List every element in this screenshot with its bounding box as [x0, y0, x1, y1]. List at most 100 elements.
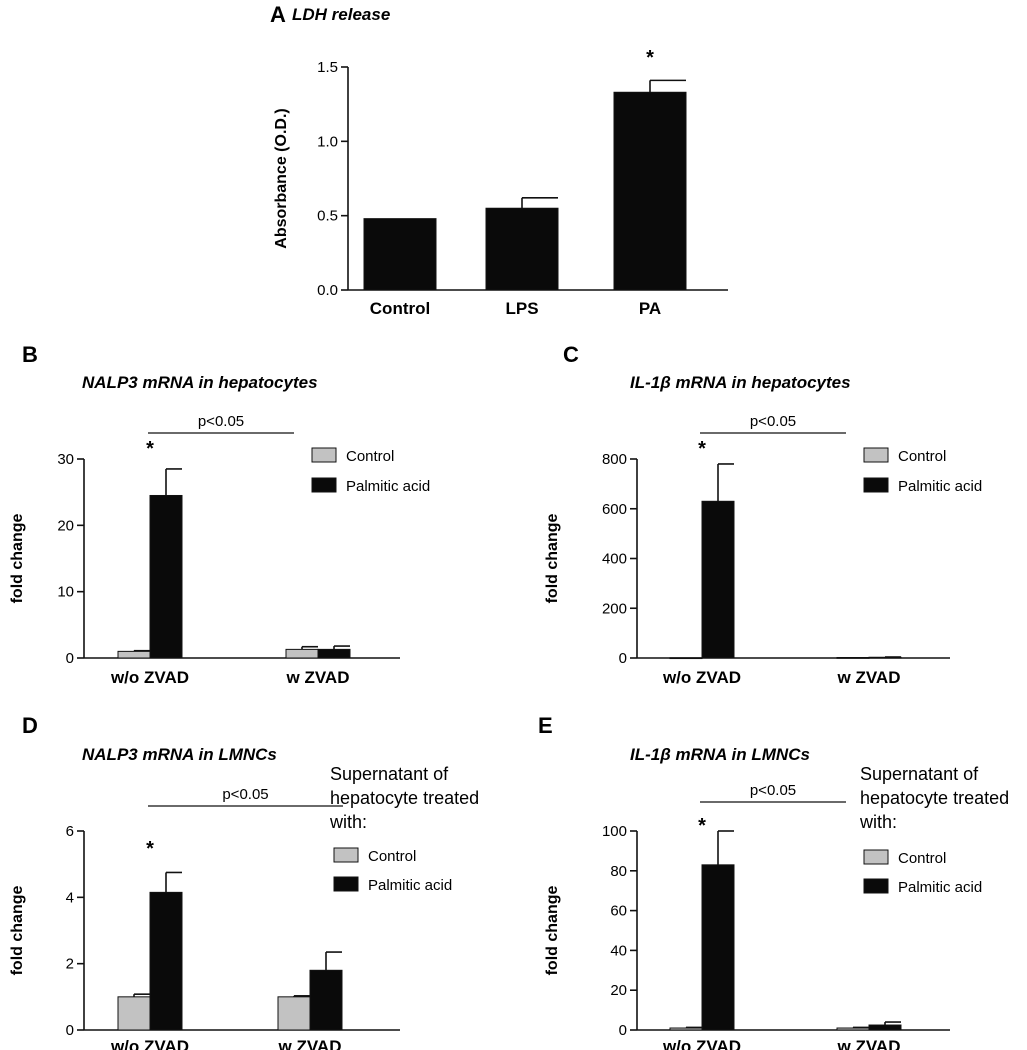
- legend-header-line: hepatocyte treated: [860, 788, 1009, 808]
- y-tick-label: 100: [602, 823, 627, 840]
- bar-control-1: [836, 657, 870, 659]
- y-tick-label: 60: [610, 903, 627, 920]
- p-value-label: p<0.05: [198, 413, 244, 430]
- bar-value-0: [363, 218, 437, 291]
- legend-header-line: with:: [859, 812, 897, 832]
- legend-swatch: [333, 847, 359, 863]
- x-category-label: w ZVAD: [278, 1037, 342, 1050]
- panel-b: B NALP3 mRNA in hepatocytes 0 10 20 30 fold ch…: [9, 342, 430, 687]
- panel-c: C IL-1β mRNA in hepatocytes 0 200 400 600 800 f…: [544, 342, 982, 687]
- bar-value-2: [613, 91, 687, 291]
- y-tick-label: 400: [602, 551, 627, 568]
- y-axis-label: fold change: [9, 886, 26, 976]
- x-category-label: w ZVAD: [837, 668, 901, 687]
- y-tick-label: 0.5: [317, 208, 338, 225]
- legend-header-line: hepatocyte treated: [330, 788, 479, 808]
- legend-swatch: [863, 477, 889, 493]
- legend-label: Palmitic acid: [898, 478, 982, 495]
- p-value-label: p<0.05: [750, 782, 796, 799]
- legend-label: Control: [346, 448, 394, 465]
- legend-header-line: Supernatant of: [330, 764, 449, 784]
- y-tick-label: 10: [57, 584, 74, 601]
- y-tick-label: 0: [66, 650, 74, 667]
- bar-palmitic-acid-0: [701, 500, 735, 659]
- chart-title: IL-1β mRNA in hepatocytes: [630, 373, 851, 392]
- p-value-label: p<0.05: [222, 786, 268, 803]
- x-category-label: w/o ZVAD: [662, 1037, 741, 1050]
- panel-e: E IL-1β mRNA in LMNCs 0 20 40 60 80 100 fold cha…: [538, 713, 1009, 1050]
- legend-swatch: [863, 849, 889, 865]
- significance-star: *: [146, 438, 154, 460]
- y-tick-label: 20: [610, 982, 627, 999]
- significance-star: *: [698, 815, 706, 837]
- significance-star: *: [698, 438, 706, 460]
- legend-header-line: with:: [329, 812, 367, 832]
- legend-label: Palmitic acid: [346, 478, 430, 495]
- y-tick-label: 30: [57, 451, 74, 468]
- panel-letter: B: [22, 342, 38, 367]
- p-value-label: p<0.05: [750, 413, 796, 430]
- y-tick-label: 600: [602, 501, 627, 518]
- bar-palmitic-acid-1: [309, 969, 343, 1031]
- chart-title: LDH release: [292, 5, 390, 24]
- x-category-label: LPS: [505, 299, 538, 318]
- bar-control-0: [117, 996, 151, 1031]
- y-tick-label: 0.0: [317, 282, 338, 299]
- legend-swatch: [863, 447, 889, 463]
- y-tick-label: 6: [66, 823, 74, 840]
- legend-header-line: Supernatant of: [860, 764, 979, 784]
- y-tick-label: 800: [602, 451, 627, 468]
- y-axis-label: Absorbance (O.D.): [273, 108, 290, 248]
- x-category-label: w ZVAD: [286, 668, 350, 687]
- x-category-label: w/o ZVAD: [662, 668, 741, 687]
- panel-letter: D: [22, 713, 38, 738]
- y-tick-label: 20: [57, 517, 74, 534]
- legend-label: Control: [898, 448, 946, 465]
- significance-star: *: [146, 838, 154, 860]
- panel-d: D NALP3 mRNA in LMNCs 0 2 4 6 fold change w/o Z…: [9, 713, 479, 1050]
- legend-label: Control: [368, 848, 416, 865]
- y-tick-label: 80: [610, 863, 627, 880]
- y-tick-label: 200: [602, 600, 627, 617]
- bar-control-0: [669, 1027, 703, 1031]
- legend-swatch: [311, 477, 337, 493]
- panel-letter: A: [270, 2, 286, 27]
- legend-swatch: [311, 447, 337, 463]
- significance-star: *: [646, 47, 654, 69]
- y-tick-label: 1.5: [317, 59, 338, 76]
- bar-palmitic-acid-0: [149, 891, 183, 1031]
- bar-control-1: [836, 1027, 870, 1031]
- y-axis-label: fold change: [544, 514, 561, 604]
- y-axis-label: fold change: [9, 514, 26, 604]
- bar-palmitic-acid-1: [317, 648, 351, 659]
- legend-swatch: [333, 876, 359, 892]
- legend-label: Palmitic acid: [898, 879, 982, 896]
- y-tick-label: 40: [610, 942, 627, 959]
- panel-a: A LDH release 0.0 0.5 1.0 1.5 Absorbance (O.D.…: [270, 2, 728, 318]
- y-tick-label: 0: [619, 650, 627, 667]
- legend-label: Palmitic acid: [368, 877, 452, 894]
- panel-letter: E: [538, 713, 553, 738]
- chart-title: NALP3 mRNA in LMNCs: [82, 745, 277, 764]
- bar-control-0: [117, 650, 151, 659]
- legend-swatch: [863, 878, 889, 894]
- panel-letter: C: [563, 342, 579, 367]
- y-tick-label: 0: [66, 1022, 74, 1039]
- bar-palmitic-acid-0: [701, 864, 735, 1031]
- x-category-label: Control: [370, 299, 430, 318]
- y-tick-label: 0: [619, 1022, 627, 1039]
- x-category-label: w/o ZVAD: [110, 668, 189, 687]
- bar-control-1: [277, 996, 311, 1031]
- bar-control-0: [669, 657, 703, 660]
- x-category-label: w ZVAD: [837, 1037, 901, 1050]
- bar-palmitic-acid-1: [868, 1024, 902, 1031]
- chart-title: IL-1β mRNA in LMNCs: [630, 745, 810, 764]
- y-tick-label: 4: [66, 889, 74, 906]
- chart-title: NALP3 mRNA in hepatocytes: [82, 373, 318, 392]
- y-axis-label: fold change: [544, 886, 561, 976]
- legend-label: Control: [898, 850, 946, 867]
- y-tick-label: 1.0: [317, 133, 338, 150]
- x-category-label: PA: [639, 299, 661, 318]
- bar-palmitic-acid-0: [149, 494, 183, 659]
